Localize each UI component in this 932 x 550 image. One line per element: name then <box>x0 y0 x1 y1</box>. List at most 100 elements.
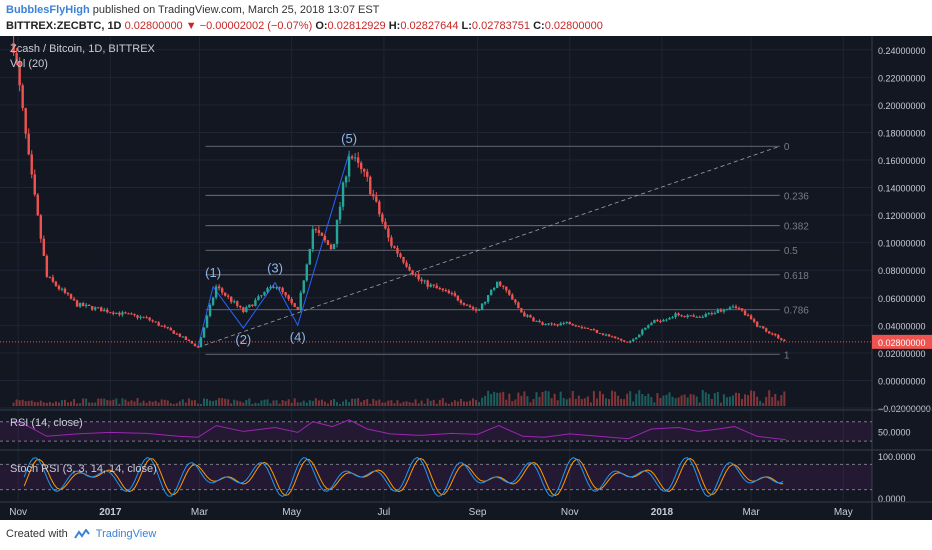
high-value: 0.02827644 <box>400 20 459 32</box>
volume-bar <box>529 402 532 406</box>
volume-bar <box>499 392 502 406</box>
candle-body <box>598 333 602 335</box>
volume-bar <box>635 393 638 406</box>
candle-body <box>69 294 73 299</box>
time-tick-label: Nov <box>9 507 27 518</box>
candle-body <box>758 326 762 328</box>
candle-body <box>668 318 671 320</box>
candle-body <box>740 308 744 311</box>
volume-bar <box>130 400 133 406</box>
candle-body <box>290 298 293 304</box>
volume-bar <box>623 399 626 406</box>
rsi-pane[interactable]: 50.0000 <box>0 409 932 442</box>
last-price: 0.02800000 <box>124 20 183 32</box>
volume-bar <box>348 402 351 406</box>
volume-bar <box>390 400 393 406</box>
current-price-tag <box>872 334 932 349</box>
candle-body <box>338 206 342 220</box>
volume-bar <box>731 395 734 406</box>
candle-body <box>118 312 121 315</box>
volume-bar <box>39 400 42 406</box>
volume-bar <box>85 398 88 406</box>
candle-body <box>142 316 145 318</box>
candle-body <box>429 284 432 287</box>
volume-bar <box>414 399 417 406</box>
candle-body <box>302 280 305 293</box>
published-text: published on TradingView.com, March 25, … <box>92 4 380 16</box>
time-axis[interactable]: Nov 2017 Mar May Jul Sep Nov 2018 Mar May <box>0 501 932 518</box>
candle-body <box>650 323 653 326</box>
volume-bar <box>750 390 753 406</box>
volume-bar <box>21 399 24 406</box>
candle-body <box>344 176 348 183</box>
volume-bar <box>734 392 737 406</box>
candle-body <box>517 302 520 309</box>
volume-bar <box>777 400 780 406</box>
candle-body <box>489 289 493 296</box>
volume-bar <box>426 398 429 406</box>
volume-bar <box>508 393 511 406</box>
volume-bar <box>42 402 45 406</box>
candle-body <box>112 312 115 314</box>
candle-body <box>94 307 97 310</box>
candle-body <box>205 316 209 328</box>
volume-bar <box>535 392 538 406</box>
candle-body <box>15 53 18 62</box>
trend-lines[interactable] <box>197 145 780 348</box>
volume-bar <box>514 399 517 406</box>
volume-bar <box>650 397 653 406</box>
candle-body <box>299 292 302 310</box>
volume-bar <box>774 393 777 406</box>
volume-bar <box>48 401 51 406</box>
author-name[interactable]: BubblesFlyHigh <box>6 4 90 16</box>
candle-body <box>408 266 411 271</box>
candle-body <box>613 336 617 339</box>
candle-body <box>227 295 230 297</box>
candle-body <box>387 228 390 238</box>
volume-bar <box>487 390 490 406</box>
candle-body <box>130 313 133 315</box>
stoch-tick-label: 100.0000 <box>878 452 916 462</box>
volume-bar <box>290 402 293 406</box>
volume-bar <box>747 395 750 406</box>
volume-bar <box>212 401 215 406</box>
rsi-tick-label: 50.0000 <box>878 427 911 437</box>
candle-body <box>502 285 505 287</box>
chart-canvas[interactable]: 0 0.236 0.382 0.5 0.618 0.786 1 (1) (2) (3) (4) (5… <box>0 36 932 520</box>
low-label: L: <box>461 20 472 32</box>
volume-bar <box>166 400 169 406</box>
elliott-wave-label: (3) <box>267 261 283 276</box>
volume-bar <box>378 399 381 406</box>
price-axis[interactable]: 0.24000000 0.22000000 0.20000000 0.18000000… <box>871 36 932 520</box>
volume-bar <box>230 403 233 406</box>
volume-bar <box>103 398 106 406</box>
candle-body <box>559 323 562 326</box>
candle-body <box>163 325 166 327</box>
candle-body <box>396 247 399 254</box>
candle-body <box>332 243 336 250</box>
volume-bar <box>638 390 641 406</box>
volume-bar <box>106 399 109 406</box>
candle-body <box>465 304 469 306</box>
candle-body <box>644 327 647 330</box>
candle-body <box>305 264 308 281</box>
elliott-wave-labels[interactable]: (1) (2) (3) (4) (5) <box>205 131 357 347</box>
volume-bar <box>109 400 112 406</box>
candle-body <box>127 313 130 315</box>
candle-body <box>420 279 423 282</box>
candle-body <box>275 287 278 289</box>
candle-body <box>444 290 448 292</box>
tradingview-brand[interactable]: TradingView <box>95 528 157 540</box>
candle-body <box>97 307 100 309</box>
price-tick-label: 0.24000000 <box>878 46 926 56</box>
candle-body <box>60 288 64 290</box>
fibonacci-retracement[interactable]: 0 0.236 0.382 0.5 0.618 0.786 1 <box>205 142 810 361</box>
candle-body <box>124 312 127 314</box>
candle-body <box>453 293 457 296</box>
volume-bar <box>360 402 363 406</box>
candle-body <box>151 320 154 322</box>
candle-body <box>538 320 541 323</box>
volume-bar <box>199 403 202 406</box>
volume-bar <box>363 400 366 406</box>
stoch-rsi-pane[interactable]: 100.0000 0.0000 <box>0 449 932 504</box>
